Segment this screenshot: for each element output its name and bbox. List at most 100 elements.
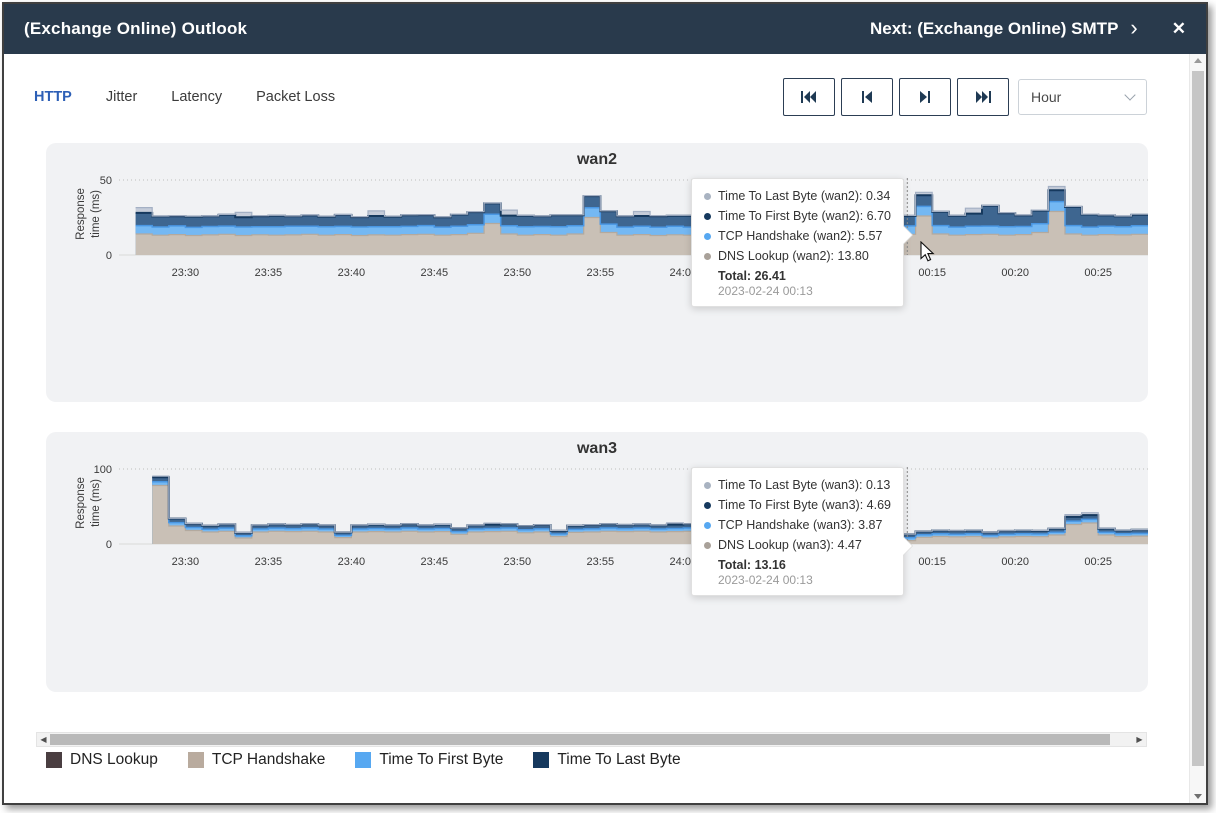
svg-text:00:20: 00:20 (1001, 556, 1029, 568)
interval-select-value: Hour (1031, 89, 1062, 105)
close-icon[interactable]: ✕ (1171, 19, 1186, 38)
tooltip-wan2: Time To Last Byte (wan2): 0.34 Time To F… (691, 178, 913, 307)
time-nav-group (783, 78, 1009, 116)
tooltip-total: Total: 13.16 (718, 558, 786, 572)
tooltip-row-text: Time To First Byte (wan2): 6.70 (718, 209, 891, 223)
scroll-left-icon[interactable]: ◀ (40, 735, 47, 744)
skip-to-first-button[interactable] (783, 78, 835, 116)
svg-text:0: 0 (106, 250, 112, 262)
svg-text:00:15: 00:15 (918, 267, 946, 279)
time-to-first-byte-swatch-icon (355, 752, 372, 768)
svg-text:24:00: 24:00 (670, 556, 698, 568)
tab-latency[interactable]: Latency (171, 89, 223, 105)
svg-text:23:45: 23:45 (421, 267, 449, 279)
legend-label: Time To Last Byte (557, 751, 681, 768)
svg-text:23:35: 23:35 (255, 267, 283, 279)
svg-text:23:40: 23:40 (338, 556, 366, 568)
tooltip-row: TCP Handshake (wan2): 5.57 (704, 229, 891, 243)
svg-text:23:40: 23:40 (338, 267, 366, 279)
ttfb-bullet-icon (704, 501, 711, 509)
legend-item-dns-lookup[interactable]: DNS Lookup (46, 751, 158, 769)
chevron-down-icon (1124, 89, 1136, 101)
tooltip-row-text: Time To Last Byte (wan2): 0.34 (718, 189, 891, 203)
tooltip-row-text: TCP Handshake (wan3): 3.87 (718, 518, 883, 532)
svg-text:23:30: 23:30 (172, 267, 200, 279)
svg-text:100: 100 (94, 464, 112, 476)
svg-text:23:50: 23:50 (504, 267, 532, 279)
time-to-last-byte-swatch-icon (533, 752, 550, 768)
tooltip-wan3: Time To Last Byte (wan3): 0.13 Time To F… (691, 467, 913, 596)
horizontal-scrollbar[interactable]: ◀ ▶ (36, 732, 1147, 747)
legend-label: DNS Lookup (70, 751, 158, 768)
next-link-label: Next: (Exchange Online) SMTP (869, 19, 1119, 38)
svg-text:0: 0 (106, 539, 112, 551)
tooltip-row: DNS Lookup (wan2): 13.80 (704, 249, 891, 263)
skip-to-first-icon (801, 91, 816, 103)
horizontal-scrollbar-thumb[interactable] (50, 734, 1110, 745)
skip-to-last-icon (976, 91, 991, 103)
dns-lookup-swatch-icon (46, 752, 62, 768)
step-forward-icon (920, 91, 930, 103)
tooltip-row: TCP Handshake (wan3): 3.87 (704, 518, 891, 532)
svg-text:00:20: 00:20 (1001, 267, 1029, 279)
dialog-header: (Exchange Online) Outlook Next: (Exchang… (4, 4, 1206, 54)
tab-http[interactable]: HTTP (34, 89, 72, 105)
metric-tabs: HTTP Jitter Latency Packet Loss (34, 89, 335, 105)
ttlb-bullet-icon (704, 192, 711, 200)
svg-text:23:35: 23:35 (255, 556, 283, 568)
step-forward-button[interactable] (899, 78, 951, 116)
tooltip-row-text: TCP Handshake (wan2): 5.57 (718, 229, 883, 243)
legend-label: Time To First Byte (379, 751, 504, 768)
svg-text:24:00: 24:00 (670, 267, 698, 279)
svg-text:23:45: 23:45 (421, 556, 449, 568)
svg-text:00:15: 00:15 (918, 556, 946, 568)
next-monitor-link[interactable]: Next: (Exchange Online) SMTP › (869, 15, 1138, 40)
vertical-scrollbar[interactable] (1189, 54, 1206, 803)
tooltip-total: Total: 26.41 (718, 269, 786, 283)
legend-item-time-to-first-byte[interactable]: Time To First Byte (355, 751, 503, 769)
scroll-right-icon[interactable]: ▶ (1136, 735, 1143, 744)
svg-text:23:55: 23:55 (587, 556, 615, 568)
tooltip-row: Time To First Byte (wan3): 4.69 (704, 498, 891, 512)
chart-title-wan3: wan3 (576, 440, 617, 457)
svg-text:00:25: 00:25 (1084, 267, 1112, 279)
chart-wan2[interactable]: 50 0 23:30 23:35 23:40 23:45 23:50 23:55 24:00 00… (46, 143, 1148, 402)
tcp-bullet-icon (704, 232, 711, 240)
chart-title-wan2: wan2 (576, 151, 617, 168)
dialog-title: (Exchange Online) Outlook (24, 19, 248, 38)
tooltip-row: Time To Last Byte (wan3): 0.13 (704, 478, 891, 492)
dns-bullet-icon (704, 252, 711, 260)
tooltip-row-text: DNS Lookup (wan3): 4.47 (718, 538, 862, 552)
tab-packet-loss[interactable]: Packet Loss (256, 89, 336, 105)
tooltip-row-text: Time To Last Byte (wan3): 0.13 (718, 478, 891, 492)
step-back-icon (862, 91, 872, 103)
chart-wan3[interactable]: 100 0 23:30 23:35 23:40 23:45 23:50 23:55 24:00 0… (46, 432, 1148, 692)
skip-to-last-button[interactable] (957, 78, 1009, 116)
interval-select[interactable]: Hour (1018, 79, 1147, 115)
svg-text:00:25: 00:25 (1084, 556, 1112, 568)
legend-label: TCP Handshake (211, 751, 326, 768)
svg-text:23:55: 23:55 (587, 267, 615, 279)
tcp-bullet-icon (704, 521, 711, 529)
legend-item-tcp-handshake[interactable]: TCP Handshake (187, 751, 326, 769)
step-back-button[interactable] (841, 78, 893, 116)
dialog-window: (Exchange Online) Outlook Next: (Exchang… (2, 2, 1208, 805)
svg-text:23:50: 23:50 (504, 556, 532, 568)
dns-bullet-icon (704, 541, 711, 549)
vertical-scrollbar-thumb[interactable] (1192, 71, 1204, 766)
svg-text:23:30: 23:30 (172, 556, 200, 568)
chart-panel-wan2: wan2 Response time (ms) 50 0 23:30 23:35 23:… (46, 143, 1148, 402)
legend-item-time-to-last-byte[interactable]: Time To Last Byte (533, 751, 681, 769)
tooltip-row: DNS Lookup (wan3): 4.47 (704, 538, 891, 552)
tooltip-row-text: Time To First Byte (wan3): 4.69 (718, 498, 891, 512)
chart-legend: DNS Lookup TCP Handshake Time To First B… (46, 751, 681, 769)
tcp-handshake-swatch-icon (187, 752, 204, 768)
ttfb-bullet-icon (704, 212, 711, 220)
scroll-down-icon[interactable] (1190, 794, 1206, 799)
tooltip-row: Time To First Byte (wan2): 6.70 (704, 209, 891, 223)
tab-jitter[interactable]: Jitter (105, 89, 138, 105)
chevron-right-icon: › (1130, 15, 1138, 40)
scroll-up-icon[interactable] (1190, 58, 1206, 63)
tooltip-row-text: DNS Lookup (wan2): 13.80 (718, 249, 869, 263)
tooltip-timestamp: 2023-02-24 00:13 (718, 284, 813, 298)
